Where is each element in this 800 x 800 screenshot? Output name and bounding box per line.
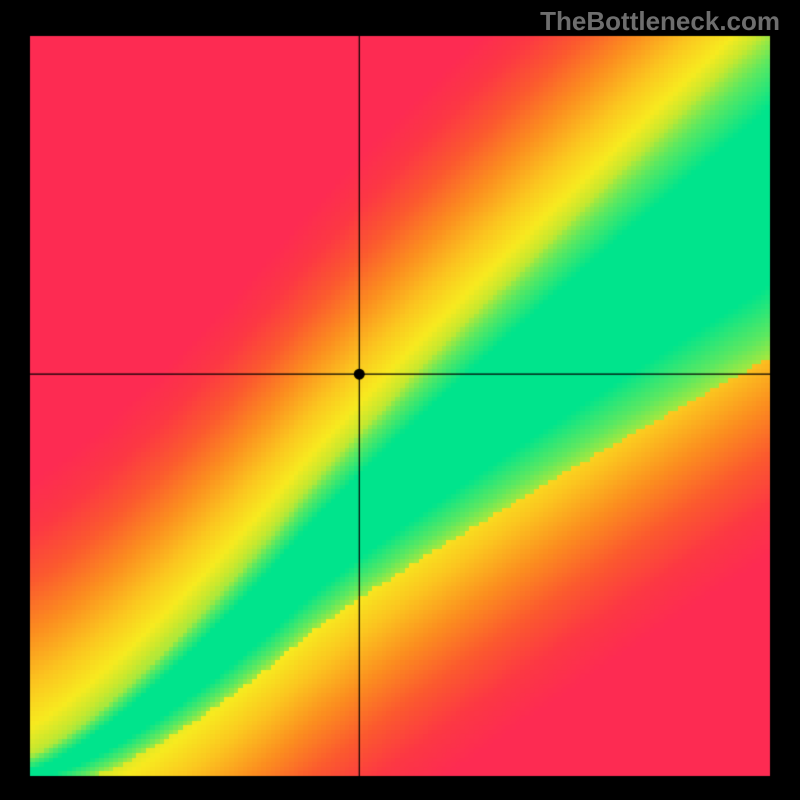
watermark-text: TheBottleneck.com <box>540 6 780 37</box>
bottleneck-heatmap <box>0 0 800 800</box>
